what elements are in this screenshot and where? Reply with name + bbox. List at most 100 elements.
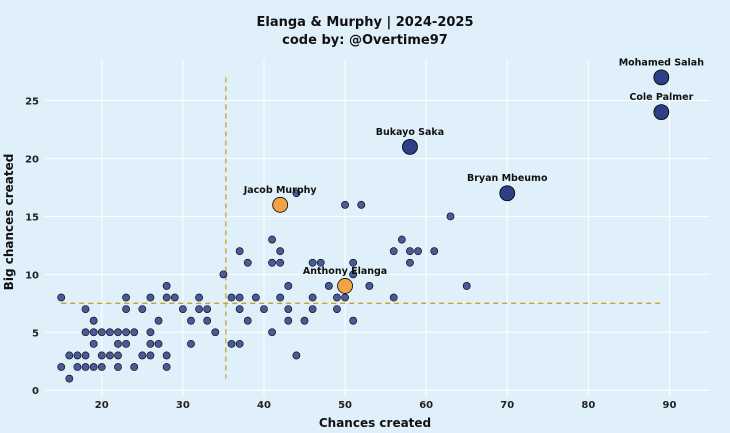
data-point [300,316,309,325]
data-point [154,339,163,348]
data-point [227,293,236,302]
data-point [308,258,317,267]
data-point [162,351,171,360]
data-point [122,305,130,314]
data-point [446,212,455,221]
data-point [235,293,244,302]
data-point [333,293,341,302]
data-point [235,339,244,348]
data-point [414,247,422,256]
data-point [292,189,301,198]
data-point [341,200,349,209]
data-point [146,339,155,348]
data-point [357,200,366,209]
data-point [162,363,171,371]
data-point [268,235,276,244]
data-point [89,339,98,348]
x-axis-label: Chances created [319,416,431,430]
data-point [81,328,90,337]
data-point [105,351,114,360]
data-point [276,293,285,302]
data-point [284,316,293,325]
data-point [97,328,106,337]
data-point [195,293,203,302]
reference-lines [61,77,662,379]
data-point [292,351,301,360]
y-axis-label: Big chances created [2,154,16,291]
data-point [114,351,122,360]
data-point [130,328,139,337]
data-point [138,351,147,360]
data-point [333,305,341,314]
data-point [349,258,358,267]
x-tick-label: 30 [176,400,190,411]
data-point [162,282,171,290]
highlighted-player-point [337,278,353,294]
data-point [389,247,398,256]
data-point [73,363,82,371]
data-point [97,363,106,371]
data-point [187,316,195,325]
data-point [122,339,130,348]
data-point [243,258,252,267]
axis-ticks: 20 30 40 50 60 70 80 90 0 5 10 15 20 25 [25,97,676,411]
data-point [284,282,293,290]
chart-subtitle: code by: @Overtime97 [282,33,448,48]
data-point [276,247,285,256]
data-point [122,293,130,302]
data-point [122,328,130,337]
data-point [105,328,114,337]
data-point [81,305,90,314]
data-point [203,305,212,314]
data-point [211,328,220,337]
highlighted-player-label: Jacob Murphy [243,185,318,196]
data-point [146,351,155,360]
highlighted-player-label: Anthony Elanga [303,266,387,277]
data-point [170,293,179,302]
player-label: Cole Palmer [629,92,693,103]
data-point [219,270,228,279]
data-point [57,363,66,371]
data-point [365,282,374,290]
data-point [268,258,276,267]
data-point [146,293,155,302]
data-point [89,363,98,371]
data-point [81,351,90,360]
data-point [397,235,406,244]
data-point [195,305,203,314]
data-point [389,293,398,302]
data-point [97,351,106,360]
player-label: Bukayo Saka [376,127,444,138]
data-point [260,305,268,314]
data-point [276,258,285,267]
x-tick-label: 90 [662,400,676,411]
y-tick-label: 15 [25,212,39,223]
x-tick-label: 60 [419,400,433,411]
x-tick-label: 40 [257,400,271,411]
x-tick-label: 20 [95,400,109,411]
y-tick-label: 25 [25,97,39,108]
data-point [430,247,439,256]
data-point [243,316,252,325]
x-tick-label: 80 [581,400,595,411]
data-point [251,293,260,302]
labeled-player-point [402,138,418,155]
data-point [114,339,122,348]
data-point [349,270,358,279]
labeled-player-point [653,69,670,86]
data-point [130,363,139,371]
data-point [89,316,98,325]
data-point [308,293,317,302]
data-point [406,247,414,256]
data-point [162,293,171,302]
data-points [57,69,670,383]
y-tick-label: 0 [32,386,39,397]
data-point [89,328,98,337]
data-point [146,328,155,337]
y-tick-label: 5 [32,328,39,339]
grid [45,60,710,396]
labeled-player-point [653,104,670,121]
data-point [114,363,122,371]
x-tick-label: 70 [500,400,514,411]
